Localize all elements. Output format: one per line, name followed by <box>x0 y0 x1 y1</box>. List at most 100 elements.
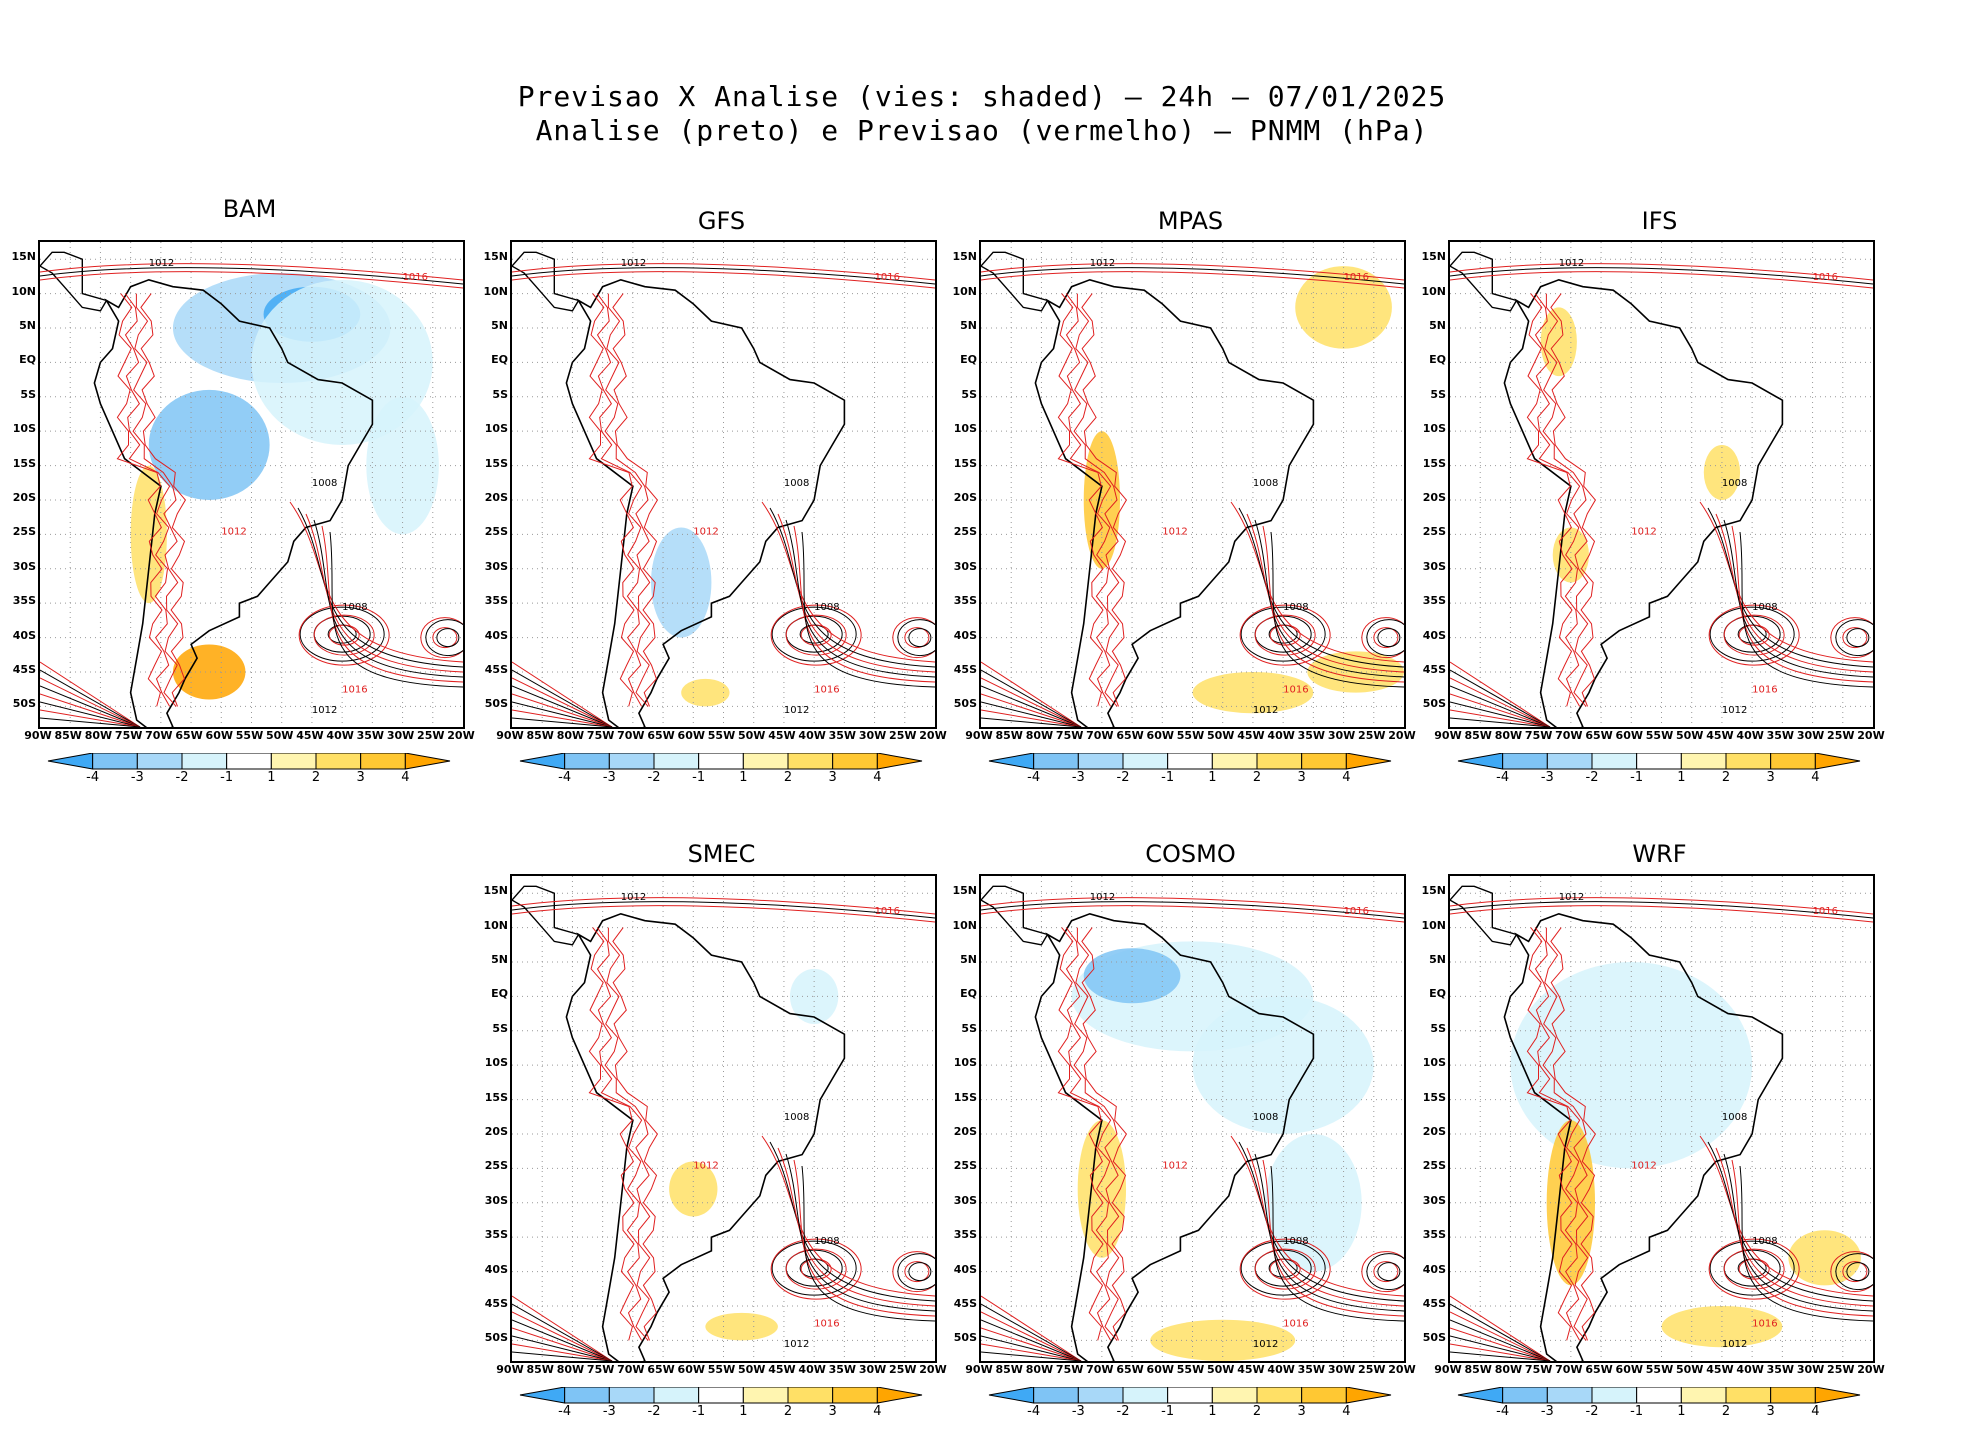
isobar-southwest <box>1450 669 1551 727</box>
latitude-tick: 15N <box>1421 884 1446 898</box>
latitude-tick: 5S <box>1430 1021 1446 1035</box>
isobar-forecast <box>770 604 862 666</box>
isobar-southwest <box>981 1343 1082 1361</box>
colorbar-segment <box>1770 1387 1816 1404</box>
figure-title-line-2: Analise (preto) e Previsao (vermelho) – … <box>535 114 1429 147</box>
isobar-south-atlantic <box>305 513 463 673</box>
longitude-tick: 25W <box>1827 729 1855 742</box>
isobar-southwest <box>981 661 1082 727</box>
colorbar <box>47 753 451 770</box>
isobar-north <box>512 897 935 915</box>
isobar-label: 1016 <box>1813 906 1838 917</box>
longitude-tick: 35W <box>828 729 857 742</box>
isobar-southwest <box>512 717 613 727</box>
colorbar <box>988 753 1392 770</box>
coastline-central-america <box>981 885 1049 946</box>
isobar-southwest <box>512 1327 613 1361</box>
longitude-axis: 90W 85W 80W 75W 70W 65W 60W 55W 50W 45W 40W 35W 30W 2… <box>965 729 1415 743</box>
isobar-forecast <box>1361 1251 1404 1293</box>
latitude-tick: EQ <box>960 987 977 1001</box>
isobar-andes <box>1526 927 1573 1341</box>
latitude-axis: 15N 10N 5N EQ 5S 10S 15S 20S 25S 30S 35S 40S 45S 50S <box>4 240 36 725</box>
isobar-south-atlantic <box>769 1141 935 1302</box>
longitude-tick: 35W <box>356 729 385 742</box>
isobar-forecast <box>1842 627 1868 649</box>
isobar-andes <box>604 293 651 707</box>
isobar-southwest <box>512 693 613 727</box>
latitude-tick: 5N <box>491 318 508 332</box>
coastline-central-america <box>512 885 580 946</box>
colorbar-tick: 2 <box>783 1404 793 1419</box>
colorbar-segment <box>1457 1387 1504 1404</box>
latitude-axis: 15N 10N 5N EQ 5S 10S 15S 20S 25S 30S 35S 40S 45S 50S <box>945 240 977 725</box>
isobar-forecast <box>785 1248 847 1290</box>
map-svg: 1012 1016 1008 1012 1008 1016 1012 <box>40 242 463 727</box>
isobar-analysis <box>1709 606 1795 662</box>
colorbar <box>519 1387 923 1404</box>
colorbar-segment <box>1211 1387 1258 1404</box>
isobar-label: 1016 <box>875 906 900 917</box>
isobar-southwest <box>981 709 1082 727</box>
latitude-tick: 15S <box>953 1090 977 1104</box>
latitude-tick: 50S <box>1422 697 1446 711</box>
colorbar-segment <box>315 753 362 770</box>
isobar-label: 1012 <box>149 258 174 269</box>
bias-shading <box>172 644 246 700</box>
colorbar-segment <box>1167 1387 1213 1404</box>
longitude-tick: 55W <box>707 1363 736 1376</box>
colorbar-tick: -4 <box>1496 770 1510 785</box>
colorbar-segment <box>181 753 228 770</box>
longitude-axis: 90W 85W 80W 75W 70W 65W 60W 55W 50W 45W 40W 35W 30W 2… <box>1434 729 1884 743</box>
colorbar-tick: -1 <box>1630 1404 1644 1419</box>
longitude-tick: 90W <box>24 729 52 742</box>
isobar-southwest <box>981 717 1082 727</box>
colorbar-segment <box>1211 753 1258 770</box>
latitude-axis: 15N 10N 5N EQ 5S 10S 15S 20S 25S 30S 35S 40S 45S 50S <box>476 240 508 725</box>
coastline-south-america <box>1034 278 1315 727</box>
latitude-tick: 10S <box>484 1056 508 1070</box>
isobar-south-atlantic <box>1739 1165 1873 1322</box>
longitude-tick: 20W <box>447 729 475 742</box>
isobar-forecast <box>298 604 390 666</box>
map-svg: 1012 1016 1008 1012 1008 1016 1012 <box>1450 876 1873 1361</box>
panel-title: MPAS <box>1157 207 1224 235</box>
latitude-tick: EQ <box>19 353 36 367</box>
isobar-north <box>981 271 1404 289</box>
isobar-southwest <box>981 1295 1082 1361</box>
latitude-axis: 15N 10N 5N EQ 5S 10S 15S 20S 25S 30S 35S 40S 45S 50S <box>1414 874 1446 1359</box>
longitude-tick: 40W <box>798 1363 826 1376</box>
longitude-tick: 50W <box>1206 1363 1235 1376</box>
isobar-south-atlantic <box>1238 1141 1404 1302</box>
longitude-tick: 80W <box>1025 729 1054 742</box>
isobar-label: 1012 <box>693 1160 718 1171</box>
colorbar <box>988 1387 1392 1404</box>
longitude-tick: 30W <box>1327 729 1356 742</box>
longitude-tick: 30W <box>858 1363 887 1376</box>
latitude-tick: 10N <box>952 918 977 932</box>
longitude-tick: 35W <box>1766 1363 1795 1376</box>
longitude-axis: 90W 85W 80W 75W 70W 65W 60W 55W 50W 45W 40W 35W 30W 2… <box>24 729 474 743</box>
longitude-tick: 50W <box>737 729 766 742</box>
isobar-southwest <box>1450 1351 1551 1361</box>
map-svg: 1012 1016 1008 1012 1008 1016 1012 <box>981 876 1404 1361</box>
isobar-south-atlantic <box>1707 507 1873 668</box>
colorbar-tick: -2 <box>175 770 189 785</box>
latitude-tick: 40S <box>1422 1262 1446 1276</box>
colorbar-segment <box>1345 1387 1392 1404</box>
isobar-southwest <box>1450 693 1551 727</box>
longitude-tick: 30W <box>1796 1363 1825 1376</box>
colorbar-segment <box>1680 753 1727 770</box>
isobar-andes <box>1081 293 1128 707</box>
colorbar-tick: 3 <box>1297 770 1306 785</box>
longitude-tick: 25W <box>889 1363 917 1376</box>
isobar-forecast <box>904 1261 930 1283</box>
isobar-north <box>512 901 935 919</box>
colorbar <box>1457 753 1861 770</box>
map-svg: 1012 1016 1008 1012 1008 1016 1012 <box>1450 242 1873 727</box>
isobar-southwest <box>40 709 141 727</box>
colorbar-segment <box>742 753 789 770</box>
colorbar-tick: 2 <box>783 770 793 785</box>
isobar-south-atlantic <box>793 1159 935 1317</box>
colorbar-tick: 1 <box>739 1404 748 1419</box>
colorbar-segment <box>832 753 878 770</box>
